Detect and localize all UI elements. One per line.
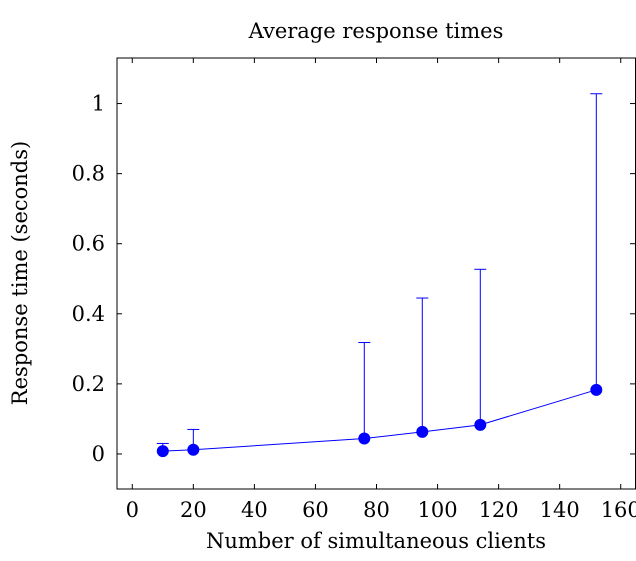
chart-title: Average response times	[248, 19, 504, 43]
y-tick-label: 0	[92, 442, 105, 466]
x-tick-label: 0	[126, 498, 139, 522]
y-tick-label: 0.8	[72, 162, 105, 186]
plot-area	[116, 57, 636, 490]
data-point	[187, 443, 200, 456]
series-layer	[156, 93, 603, 458]
series-line	[162, 389, 597, 452]
x-tick-label: 20	[180, 498, 207, 522]
x-tick-label: 80	[363, 498, 390, 522]
plot-frame	[116, 57, 636, 490]
x-tick-label: 100	[418, 498, 458, 522]
y-axis-title: Response time (seconds)	[8, 141, 32, 405]
x-tick-label: 120	[479, 498, 519, 522]
data-point	[156, 445, 169, 458]
y-tick-label: 0.2	[72, 372, 105, 396]
y-tick-label: 1	[92, 92, 105, 116]
data-point	[416, 425, 429, 438]
data-point	[474, 418, 487, 431]
x-axis-ticks: 0 20 40 60 80 100 120 140 160	[126, 58, 636, 522]
x-tick-label: 60	[302, 498, 329, 522]
x-tick-label: 160	[601, 498, 636, 522]
y-axis-ticks: 0 0.2 0.4 0.6 0.8 1	[72, 92, 635, 466]
x-tick-label: 40	[241, 498, 268, 522]
x-axis-title: Number of simultaneous clients	[206, 529, 546, 553]
data-point	[590, 383, 603, 396]
y-tick-label: 0.4	[72, 302, 105, 326]
data-point	[358, 432, 371, 445]
y-tick-label: 0.6	[72, 232, 105, 256]
x-tick-label: 140	[540, 498, 580, 522]
